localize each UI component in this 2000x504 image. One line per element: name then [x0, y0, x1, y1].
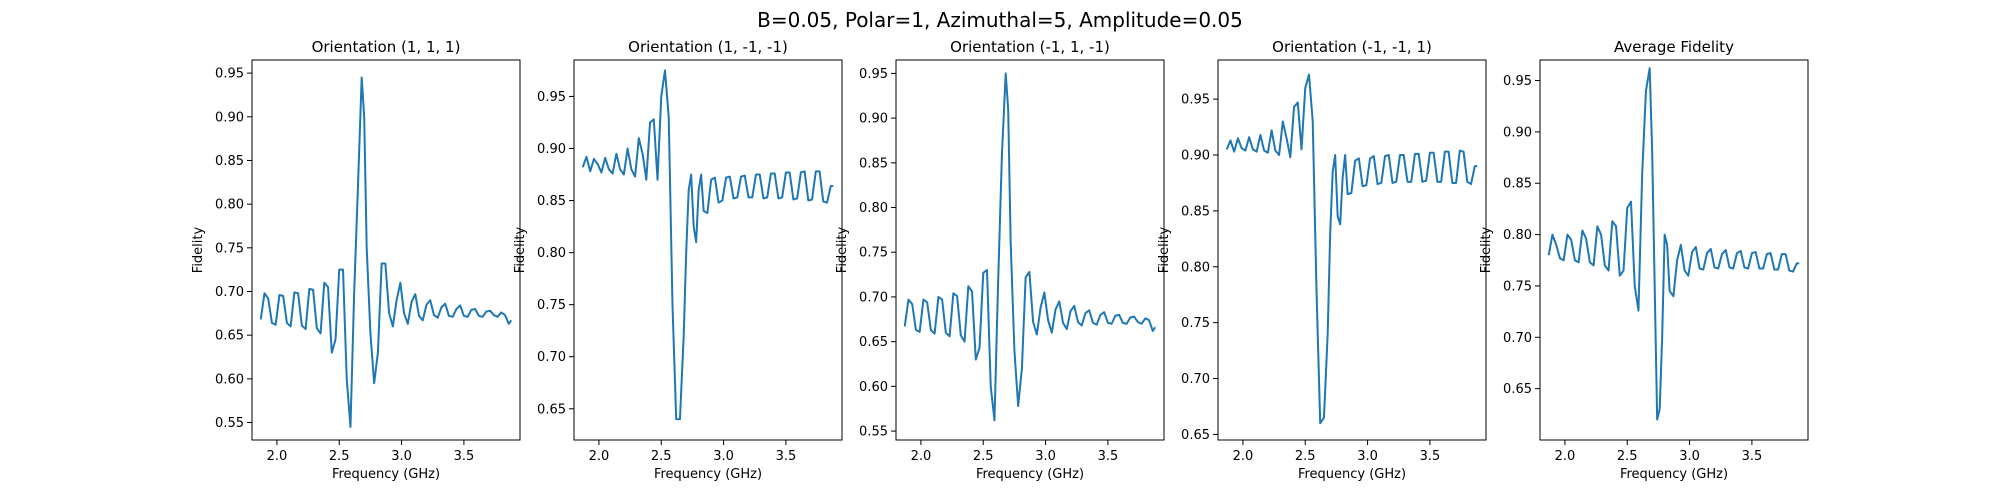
y-tick-label: 0.60	[859, 380, 888, 395]
y-tick-label: 0.70	[215, 285, 244, 300]
y-axis-label: Fidelity	[1479, 226, 1494, 273]
x-tick-label: 3.0	[1357, 449, 1378, 464]
data-line	[259, 76, 513, 428]
y-tick-label: 0.90	[1503, 125, 1532, 140]
x-tick-label: 2.0	[911, 449, 932, 464]
x-tick-label: 3.0	[391, 449, 412, 464]
x-tick-label: 2.5	[329, 449, 350, 464]
subplot-4: 2.0 2.5 3.0 3.5 0.65 0.70 0.75 0.80 0.85 0.90 0.95…	[1157, 38, 1487, 482]
subplot-3: 2.0 2.5 3.0 3.5 0.55 0.60 0.65 0.70 0.75 0.80 0.85…	[835, 38, 1165, 482]
y-tick-label: 0.85	[537, 194, 566, 209]
data-line	[903, 72, 1157, 422]
x-tick-label: 2.0	[589, 449, 610, 464]
x-axis-label: Frequency (GHz)	[1620, 467, 1728, 482]
y-tick-label: 0.75	[537, 298, 566, 313]
x-tick-label: 2.0	[1233, 449, 1254, 464]
x-tick-label: 3.5	[1742, 449, 1763, 464]
x-tick-label: 3.5	[1098, 449, 1119, 464]
y-tick-label: 0.95	[215, 67, 244, 82]
y-tick-label: 0.65	[1503, 382, 1532, 397]
subplot-title: Orientation (1, -1, -1)	[628, 38, 788, 56]
y-tick-label: 0.60	[215, 372, 244, 387]
y-tick-label: 0.90	[859, 112, 888, 127]
y-tick-label: 0.85	[1181, 204, 1210, 219]
y-tick-label: 0.75	[1503, 279, 1532, 294]
y-tick-label: 0.55	[215, 416, 244, 431]
y-tick-label: 0.90	[537, 142, 566, 157]
x-tick-label: 3.0	[713, 449, 734, 464]
data-line	[1225, 73, 1478, 425]
plot-frame	[1539, 59, 1809, 441]
subplot-title: Orientation (-1, 1, -1)	[950, 38, 1110, 56]
subplot-title: Orientation (1, 1, 1)	[312, 38, 461, 56]
x-axis-label: Frequency (GHz)	[976, 467, 1084, 482]
y-tick-label: 0.80	[537, 246, 566, 261]
y-tick-label: 0.75	[859, 246, 888, 261]
x-tick-label: 3.5	[1420, 449, 1441, 464]
x-tick-label: 2.5	[1617, 449, 1638, 464]
y-tick-label: 0.70	[1181, 372, 1210, 387]
y-tick-label: 0.95	[859, 67, 888, 82]
subplot-5: 2.0 2.5 3.0 3.5 0.65 0.70 0.75 0.80 0.85 0.90 0.95…	[1479, 38, 1809, 482]
y-tick-label: 0.80	[1181, 260, 1210, 275]
plot-frame	[1217, 59, 1487, 441]
x-tick-label: 3.0	[1035, 449, 1056, 464]
plot-frame	[573, 59, 843, 441]
y-tick-label: 0.85	[215, 154, 244, 169]
y-tick-label: 0.95	[1503, 74, 1532, 89]
x-tick-label: 2.5	[973, 449, 994, 464]
plot-frame	[251, 59, 521, 441]
x-tick-label: 3.0	[1679, 449, 1700, 464]
y-tick-label: 0.65	[215, 329, 244, 344]
y-axis-label: Fidelity	[513, 226, 528, 273]
y-tick-label: 0.70	[859, 290, 888, 305]
x-axis-label: Frequency (GHz)	[332, 467, 440, 482]
data-line	[581, 69, 834, 421]
y-tick-label: 0.65	[537, 402, 566, 417]
y-tick-label: 0.70	[1503, 331, 1532, 346]
y-tick-label: 0.65	[859, 335, 888, 350]
x-tick-label: 2.5	[651, 449, 672, 464]
y-tick-label: 0.75	[215, 241, 244, 256]
subplot-title: Average Fidelity	[1614, 38, 1734, 56]
y-axis-label: Fidelity	[835, 226, 850, 273]
x-axis-label: Frequency (GHz)	[654, 467, 762, 482]
x-tick-label: 3.5	[454, 449, 475, 464]
subplot-2: 2.0 2.5 3.0 3.5 0.65 0.70 0.75 0.80 0.85 0.90 0.95…	[513, 38, 843, 482]
x-tick-label: 2.0	[267, 449, 288, 464]
y-tick-label: 0.75	[1181, 316, 1210, 331]
y-tick-label: 0.85	[859, 156, 888, 171]
x-tick-label: 3.5	[776, 449, 797, 464]
subplot-title: Orientation (-1, -1, 1)	[1272, 38, 1432, 56]
y-tick-label: 0.55	[859, 425, 888, 440]
y-tick-label: 0.95	[537, 90, 566, 105]
x-axis-label: Frequency (GHz)	[1298, 467, 1406, 482]
y-axis-label: Fidelity	[191, 226, 206, 273]
y-tick-label: 0.90	[1181, 149, 1210, 164]
y-tick-label: 0.65	[1181, 428, 1210, 443]
y-tick-label: 0.90	[215, 110, 244, 125]
y-tick-label: 0.80	[215, 198, 244, 213]
x-tick-label: 2.5	[1295, 449, 1316, 464]
y-tick-label: 0.85	[1503, 177, 1532, 192]
x-tick-label: 2.0	[1555, 449, 1576, 464]
subplot-1: 2.0 2.5 3.0 3.5 0.55 0.60 0.65 0.70 0.75 0.80 0.85…	[191, 38, 521, 482]
y-tick-label: 0.80	[1503, 228, 1532, 243]
y-tick-label: 0.70	[537, 350, 566, 365]
y-axis-label: Fidelity	[1157, 226, 1172, 273]
y-tick-label: 0.80	[859, 201, 888, 216]
plot-frame	[895, 59, 1165, 441]
data-line	[1547, 67, 1800, 421]
figure-suptitle: B=0.05, Polar=1, Azimuthal=5, Amplitude=…	[757, 8, 1243, 32]
y-tick-label: 0.95	[1181, 93, 1210, 108]
